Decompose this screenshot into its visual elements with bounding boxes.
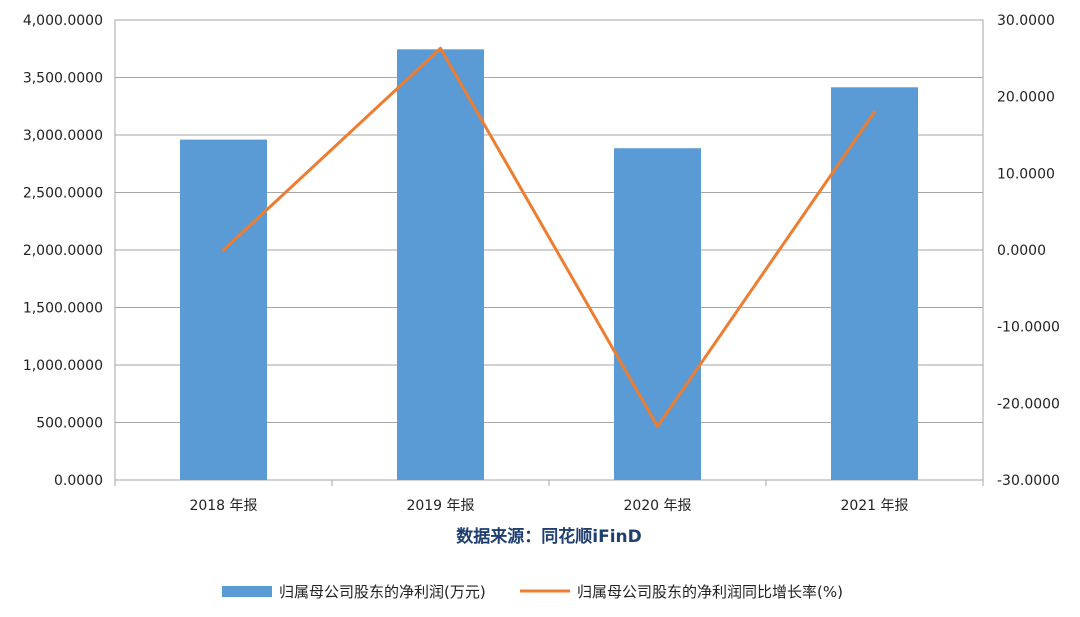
- right-tick-label: 20.0000: [997, 90, 1055, 106]
- x-tick-label: 2021 年报: [840, 498, 908, 514]
- bar: [614, 148, 701, 480]
- left-tick-label: 1,000.0000: [23, 358, 103, 374]
- legend-label-bar: 归属母公司股东的净利润(万元): [279, 583, 486, 601]
- bar: [180, 139, 267, 480]
- x-tick-label: 2018 年报: [189, 498, 257, 514]
- left-tick-label: 1,500.0000: [23, 301, 103, 317]
- right-y-axis: -30.0000 -20.0000 -10.0000 0.0000 10.0000 20.…: [997, 13, 1060, 489]
- right-tick-label: 0.0000: [997, 243, 1046, 259]
- x-tick-label: 2019 年报: [406, 498, 474, 514]
- line-point: [656, 424, 659, 428]
- bar: [831, 87, 918, 481]
- right-tick-label: 10.0000: [997, 166, 1055, 182]
- right-tick-label: 30.0000: [997, 13, 1055, 29]
- right-tick-label: -30.0000: [997, 473, 1060, 489]
- left-tick-label: 3,500.0000: [23, 71, 103, 87]
- right-tick-label: -20.0000: [997, 396, 1060, 412]
- line-series: [222, 46, 876, 428]
- left-y-axis: 0.0000 500.0000 1,000.0000 1,500.0000 2,000.…: [23, 13, 103, 489]
- x-axis: 2018 年报 2019 年报 2020 年报 2021 年报: [114, 480, 984, 514]
- legend-label-line: 归属母公司股东的净利润同比增长率(%): [577, 583, 843, 601]
- bar: [397, 49, 484, 480]
- bar-series: [180, 49, 918, 481]
- x-tick-label: 2020 年报: [623, 498, 691, 514]
- left-tick-label: 500.0000: [36, 416, 103, 432]
- growth-line: [222, 46, 876, 428]
- line-point: [439, 46, 442, 50]
- legend-swatch-bar: [222, 586, 272, 597]
- source-label: 数据来源：同花顺iFinD: [456, 526, 641, 547]
- line-point: [222, 248, 225, 252]
- legend: 归属母公司股东的净利润(万元) 归属母公司股东的净利润同比增长率(%): [222, 583, 843, 601]
- line-point: [873, 110, 876, 114]
- right-tick-label: -10.0000: [997, 320, 1060, 336]
- left-tick-label: 2,500.0000: [23, 186, 103, 202]
- left-tick-label: 4,000.0000: [23, 13, 103, 29]
- left-tick-label: 0.0000: [54, 473, 103, 489]
- left-tick-label: 2,000.0000: [23, 243, 103, 259]
- left-tick-label: 3,000.0000: [23, 128, 103, 144]
